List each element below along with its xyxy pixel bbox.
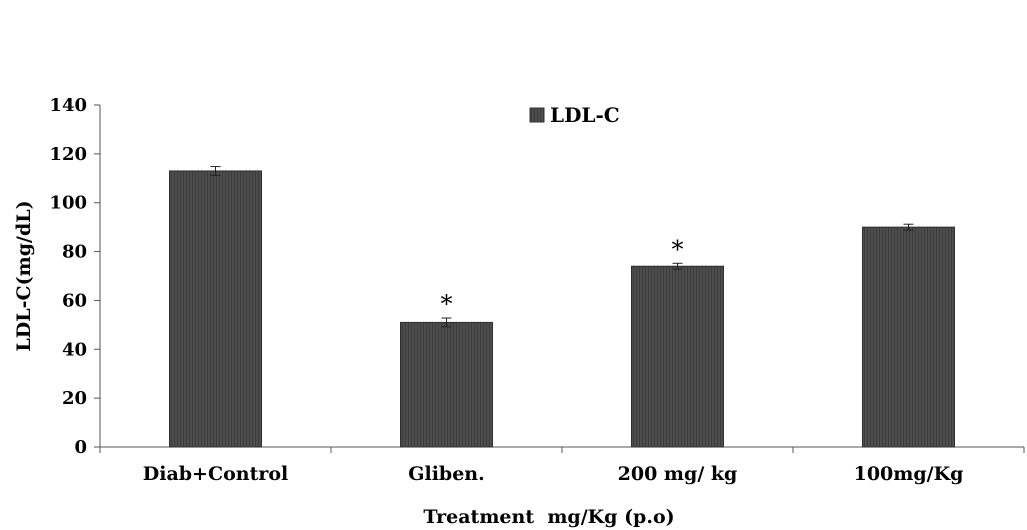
x-category-label: Gliben. [408, 463, 484, 485]
x-category-label: 100mg/Kg [854, 463, 964, 485]
legend-label: LDL-C [550, 103, 620, 127]
y-tick-label: 60 [62, 290, 87, 311]
x-axis: Diab+Control Gliben. 200 mg/ kg 100mg/Kg [99, 446, 1025, 485]
error-bars [210, 166, 914, 328]
y-tick-label: 0 [74, 437, 87, 458]
bar [169, 170, 262, 448]
y-tick-label: 40 [62, 339, 87, 360]
legend-swatch [529, 107, 545, 123]
significance-asterisk: * [441, 290, 453, 318]
y-tick-label: 120 [49, 144, 87, 165]
y-tick-label: 140 [49, 95, 87, 116]
bars [169, 170, 955, 448]
significance-annotations: ** [441, 235, 684, 318]
significance-asterisk: * [672, 235, 684, 263]
bar [631, 265, 724, 448]
x-category-label: Diab+Control [143, 463, 289, 485]
y-tick-label: 100 [49, 193, 87, 214]
bar [400, 321, 493, 448]
y-tick-label: 80 [62, 242, 87, 263]
x-axis-title: Treatment mg/Kg (p.o) [423, 506, 674, 528]
legend: LDL-C [529, 103, 620, 127]
y-tick-label: 20 [62, 388, 87, 409]
y-axis-title: LDL-C(mg/dL) [13, 200, 35, 351]
x-category-label: 200 mg/ kg [618, 463, 738, 485]
bar [862, 226, 955, 448]
y-axis: 0 20 40 60 80 100 120 140 [49, 95, 101, 458]
